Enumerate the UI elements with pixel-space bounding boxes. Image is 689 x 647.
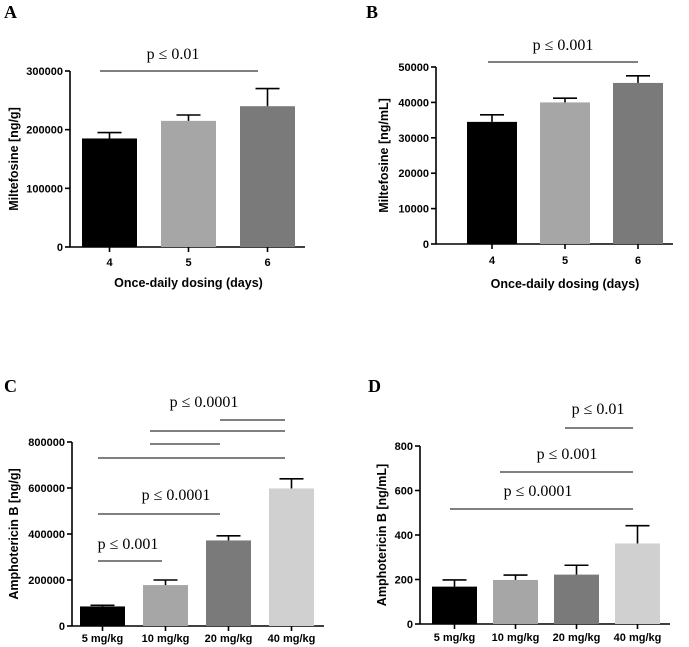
x-tick-label: 10 mg/kg: [142, 633, 190, 645]
y-axis-label: Amphotericin B [ng/g]: [7, 468, 21, 599]
bar: [467, 121, 517, 244]
x-tick-label: 6: [264, 257, 270, 269]
bar: [615, 543, 660, 624]
panel-letter-b: B: [366, 2, 378, 22]
significance-label: p ≤ 0.001: [98, 536, 159, 553]
bar: [613, 82, 663, 245]
bar: [82, 138, 137, 247]
panel-letter-a: A: [4, 2, 17, 22]
y-tick-label: 50000: [398, 62, 429, 74]
significance-label: p ≤ 0.001: [533, 37, 594, 54]
y-tick-label: 0: [407, 619, 413, 631]
panel-letter-c: C: [4, 376, 17, 396]
x-axis-label: Once-daily dosing (days): [114, 276, 263, 290]
bar: [540, 102, 590, 245]
bar: [206, 540, 251, 626]
panel-b: B 0 10000 20000 30000 40000 50000 4 5 6 Miltefosi…: [366, 2, 673, 291]
panel-letter-d: D: [368, 376, 381, 396]
x-tick-label: 5 mg/kg: [82, 633, 124, 645]
y-tick-label: 30000: [398, 133, 429, 145]
y-tick-label: 0: [57, 242, 63, 254]
y-tick-label: 200000: [28, 575, 65, 587]
x-tick-label: 20 mg/kg: [205, 633, 253, 645]
y-tick-label: 600000: [28, 483, 65, 495]
significance-label: p ≤ 0.001: [537, 446, 598, 463]
bar: [269, 488, 314, 626]
y-tick-label: 100000: [26, 183, 63, 195]
significance-label: p ≤ 0.01: [147, 46, 200, 63]
panel-d: D 0 200 400 600 800 5 mg/kg 10 mg/kg 20 mg/kg 40…: [368, 376, 670, 644]
y-axis-label: Miltefosine [ng/mL]: [377, 98, 391, 213]
bar: [432, 586, 477, 624]
bar: [161, 120, 216, 247]
significance-label: p ≤ 0.0001: [504, 483, 573, 500]
y-tick-label: 400000: [28, 529, 65, 541]
y-axis-label: Amphotericin B [ng/mL]: [375, 464, 389, 606]
significance-label: p ≤ 0.0001: [170, 394, 239, 411]
x-tick-label: 5 mg/kg: [434, 632, 476, 644]
y-tick-label: 600: [395, 486, 413, 498]
y-tick-label: 400: [395, 530, 413, 542]
panel-c: C 0 200000 400000 600000 800000 5 mg/kg 10 mg/…: [4, 376, 324, 645]
x-tick-label: 40 mg/kg: [614, 632, 662, 644]
x-axis-label: Once-daily dosing (days): [491, 277, 640, 291]
y-tick-label: 20000: [398, 168, 429, 180]
significance-label: p ≤ 0.01: [572, 401, 625, 418]
y-tick-label: 10000: [398, 204, 429, 216]
x-tick-label: 4: [489, 255, 496, 267]
y-axis-label: Miltefosine [ng/g]: [7, 107, 21, 210]
bar: [80, 606, 125, 626]
x-tick-label: 6: [635, 255, 641, 267]
x-tick-label: 5: [562, 255, 568, 267]
bar: [493, 579, 538, 624]
y-tick-label: 800000: [28, 437, 65, 449]
y-tick-label: 200000: [26, 125, 63, 137]
x-tick-label: 10 mg/kg: [492, 632, 540, 644]
y-tick-label: 200: [395, 575, 413, 587]
y-tick-label: 40000: [398, 97, 429, 109]
y-tick-label: 0: [59, 621, 65, 633]
bar: [554, 574, 599, 624]
bar: [143, 585, 188, 626]
y-tick-label: 800: [395, 441, 413, 453]
panel-a: A 0 100000 200000 300000 4 5 6 Miltefosine [ng/…: [4, 2, 305, 290]
significance-label: p ≤ 0.0001: [142, 487, 211, 504]
x-tick-label: 20 mg/kg: [553, 632, 601, 644]
x-tick-label: 40 mg/kg: [268, 633, 316, 645]
y-tick-label: 300000: [26, 66, 63, 78]
bar: [240, 106, 295, 247]
x-tick-label: 4: [106, 257, 113, 269]
y-tick-label: 0: [423, 239, 429, 251]
x-tick-label: 5: [185, 257, 191, 269]
